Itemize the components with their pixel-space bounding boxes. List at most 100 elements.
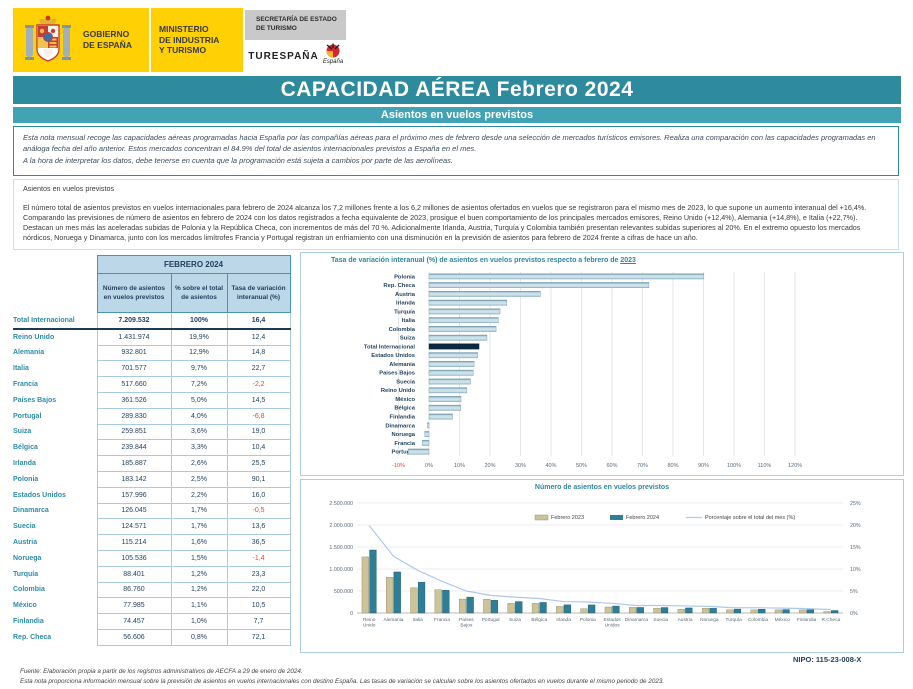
nipo-label: NIPO: 115-23-008-X [793, 655, 862, 664]
bar-label: Total Internacional [364, 344, 415, 350]
body-paragraph-1: El número total de asientos previstos en… [23, 203, 867, 213]
variation-chart-panel: Tasa de variación interanual (%) de asie… [300, 252, 904, 476]
market-label: Estados Unidos [13, 491, 66, 499]
bar-feb2023 [483, 599, 491, 614]
bar-feb2023 [434, 589, 442, 614]
table-cell-seats: 7.209.532 [96, 311, 172, 330]
bar-feb2023 [386, 577, 394, 614]
y-left-tick: 1.000.000 [329, 567, 353, 573]
x-category-label: Colombia [748, 617, 769, 623]
bar-feb2024 [758, 608, 766, 614]
bar-feb2023 [604, 606, 612, 614]
table-cell-rate: 14,5 [226, 391, 291, 409]
bar-feb2023 [701, 608, 710, 614]
table-cell-share: 2,5% [170, 470, 228, 488]
market-label: Irlanda [13, 460, 36, 468]
bar-label: Rep. Checa [383, 283, 415, 289]
table-cell-rate: 25,5 [226, 455, 291, 472]
table-cell-rate: 13,6 [226, 518, 291, 536]
market-label: Noruega [13, 554, 42, 562]
bar-feb2024 [685, 607, 693, 614]
table-cell-seats: 1.431.974 [96, 328, 172, 346]
bar-label: Bélgica [394, 406, 415, 412]
market-label: Portugal [13, 412, 42, 420]
table-row: Reino Unido 1.431.974 19,9% 12,4 [13, 328, 291, 346]
bar-label: Noruega [391, 432, 415, 438]
market-label: Total Internacional [13, 312, 97, 330]
percentage-line [368, 525, 831, 611]
market-label: Finlandia [13, 618, 44, 626]
svg-text:España: España [323, 59, 343, 65]
table-cell-rate: -0,5 [226, 502, 291, 520]
variation-bar-chart: -10% 0% 10% 20% 30% 40% 50% 60% 70% 80% 90% 100% 110… [364, 272, 802, 469]
bar-feb2023 [799, 609, 807, 614]
y-left-tick: 1.500.000 [329, 545, 353, 551]
y-left-tick: 0 [350, 611, 353, 617]
x-category-label: Bajos [460, 622, 473, 628]
y-right-tick: 0% [850, 611, 858, 617]
government-logo-band: GOBIERNO DE ESPAÑA MINISTERIO DE INDUSTR… [13, 8, 243, 72]
x-tick-label: 60% [606, 463, 617, 469]
footer-source: Fuente: Elaboración propia a partir de l… [20, 668, 303, 675]
x-tick-label: 80% [667, 463, 678, 469]
market-label: Suecia [13, 523, 36, 531]
table-cell-rate: 22,7 [226, 360, 291, 378]
table-cell-share: 3,6% [170, 423, 228, 441]
table-cell-seats: 115.214 [96, 534, 172, 551]
bar-feb2023 [580, 608, 588, 614]
legend-swatch-feb2024 [610, 515, 623, 520]
bar [428, 396, 462, 402]
x-category-label: Países [459, 617, 474, 623]
market-label: Italia [13, 365, 29, 373]
bar [428, 404, 461, 411]
table-cell-seats: 517.660 [96, 376, 172, 393]
table-row: Turquía 88.401 1,2% 23,3 [13, 565, 291, 583]
table-row: Austria 115.214 1,6% 36,5 [13, 534, 291, 551]
table-row: Países Bajos 361.526 5,0% 14,5 [13, 391, 291, 409]
x-category-label: Portugal [482, 617, 500, 623]
market-label: Francia [13, 381, 38, 389]
market-label: Austria [13, 539, 38, 547]
x-category-label: Bélgica [531, 617, 547, 623]
market-label: Colombia [13, 586, 45, 594]
x-category-label: Noruega [700, 617, 719, 623]
gobierno-de-espana-label: GOBIERNO DE ESPAÑA [83, 29, 132, 50]
x-category-label: R.Checa [822, 617, 841, 623]
bar-label: Colombia [389, 327, 416, 333]
table-cell-seats: 86.760 [96, 581, 172, 599]
market-label: Turquía [13, 570, 39, 578]
spain-coat-of-arms-icon [13, 8, 83, 72]
col-header-rate: Tasa de variación interanual (%) [226, 273, 291, 313]
page-title: CAPACIDAD AÉREA Febrero 2024 [13, 76, 901, 104]
x-category-label: Italia [413, 617, 423, 623]
table-row: Rep. Checa 56.606 0,8% 72,1 [13, 628, 291, 646]
variation-chart-year-link[interactable]: 2023 [620, 257, 636, 264]
market-label: Reino Unido [13, 333, 55, 341]
table-cell-share: 1,1% [170, 597, 228, 615]
bar [428, 317, 499, 324]
col-header-seats: Número de asientos en vuelos previstos [96, 273, 172, 313]
market-label: Bélgica [13, 444, 38, 452]
table-cell-share: 2,2% [170, 486, 228, 504]
bar-feb2023 [726, 609, 734, 614]
bar-feb2024 [733, 608, 742, 614]
bar-label: Italia [402, 318, 416, 324]
bar [428, 387, 468, 394]
bar-feb2024 [782, 609, 790, 614]
bar [428, 378, 471, 385]
table-cell-seats: 77.985 [96, 597, 172, 615]
table-cell-share: 1,0% [170, 613, 228, 630]
table-cell-seats: 88.401 [96, 565, 172, 583]
table-cell-seats: 183.142 [96, 470, 172, 488]
bar-feb2024 [588, 604, 596, 614]
x-category-label: Polonia [580, 617, 596, 623]
page-subtitle: Asientos en vuelos previstos [13, 107, 901, 123]
bar-feb2024 [515, 601, 523, 614]
bar-feb2024 [612, 605, 620, 614]
bar-feb2024 [393, 571, 401, 614]
table-corner [13, 255, 97, 274]
bar-label: Alemania [389, 362, 416, 368]
x-category-label: Suiza [509, 617, 521, 623]
bar-feb2023 [531, 603, 540, 614]
x-category-label: Dinamarca [625, 617, 649, 623]
